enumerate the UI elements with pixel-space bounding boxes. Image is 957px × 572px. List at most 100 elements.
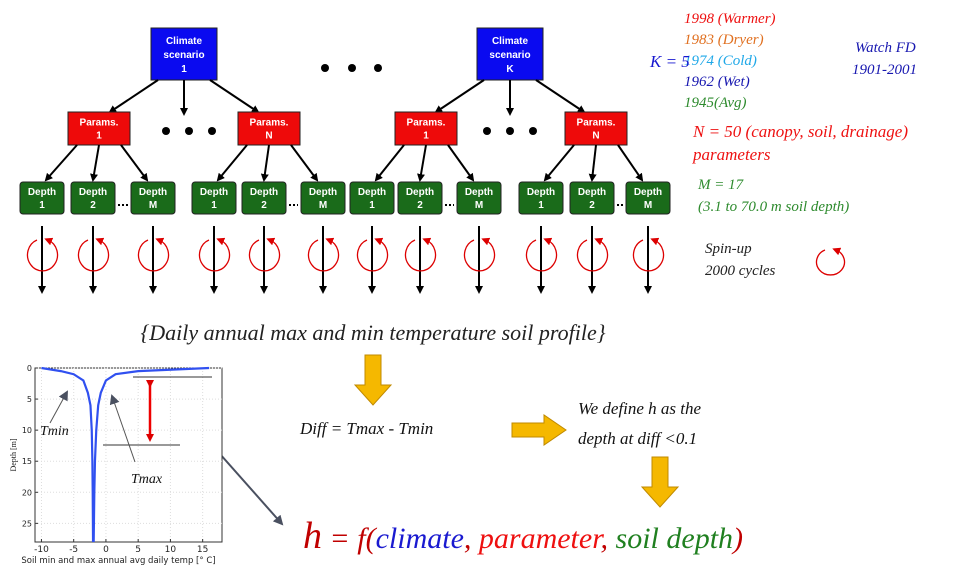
- box-label: Depth: [527, 187, 555, 198]
- box-label: M: [149, 200, 157, 211]
- box: [394, 111, 458, 146]
- curve-label: Tmax: [131, 472, 163, 487]
- arrow: [216, 144, 248, 182]
- arrow-down: [640, 456, 680, 508]
- formula-part: ,: [464, 522, 479, 555]
- y-tick-label: 0: [27, 364, 32, 373]
- formula-part: ,: [601, 522, 616, 555]
- box-label: Depth: [358, 187, 386, 198]
- box-label: 1: [538, 200, 544, 211]
- box-label: Depth: [634, 187, 662, 198]
- y-tick-label: 10: [22, 426, 32, 435]
- x-tick-label: 15: [197, 545, 208, 555]
- box-label: 1: [39, 200, 45, 211]
- spin-loop: [137, 237, 170, 272]
- formula-part: parameter: [477, 522, 604, 555]
- box: [237, 111, 301, 146]
- box-label: Depth: [578, 187, 606, 198]
- arrow: [434, 79, 485, 114]
- box-label: Depth: [309, 187, 337, 198]
- box-label: 1: [211, 200, 217, 211]
- box: [19, 181, 65, 215]
- caption: {Daily annual max and min temperature so…: [140, 320, 605, 345]
- box-label: Params.: [577, 118, 616, 129]
- box-label: Depth: [250, 187, 278, 198]
- box-label: Depth: [200, 187, 228, 198]
- box-label: Climate: [166, 36, 203, 47]
- box-label: Depth: [406, 187, 434, 198]
- box: [191, 181, 237, 215]
- arrow-right: [511, 414, 567, 446]
- arrow: [588, 144, 597, 182]
- box-label: 1: [423, 131, 429, 142]
- formula-part: soil depth: [616, 522, 734, 555]
- formula-part: h: [303, 515, 322, 557]
- box: [625, 181, 671, 215]
- profile-curve: [41, 366, 95, 543]
- arrow: [374, 144, 405, 182]
- spin-loop: [356, 237, 389, 272]
- box-label: N: [265, 131, 272, 142]
- arrow: [617, 144, 644, 182]
- arrow: [209, 79, 260, 114]
- arrow: [260, 144, 270, 182]
- annotations: 1998 (Warmer) 1983 (Dryer) 1974 (Cold) 1962…: [649, 11, 917, 279]
- box-label: Depth: [465, 187, 493, 198]
- box-label: Depth: [139, 187, 167, 198]
- box-label: K: [506, 64, 514, 75]
- arrow: [90, 144, 100, 182]
- curve-label: Tmin: [40, 424, 69, 439]
- spinup-label: 2000 cycles: [705, 263, 776, 279]
- year-label: 1983 (Dryer): [684, 32, 764, 48]
- box: [397, 181, 443, 215]
- box: [456, 181, 502, 215]
- k-label: K = 5: [649, 52, 690, 71]
- n-label: parameters: [692, 145, 771, 164]
- box-label: 2: [589, 200, 595, 211]
- x-tick-label: -10: [34, 545, 49, 555]
- plot-frame: [34, 367, 223, 543]
- box-label: N: [592, 131, 599, 142]
- box-label: Depth: [79, 187, 107, 198]
- spin-loop: [576, 237, 609, 272]
- box-label: M: [475, 200, 483, 211]
- spinup-label: Spin-up: [705, 241, 752, 257]
- box-label: 2: [90, 200, 96, 211]
- x-tick-label: 5: [135, 545, 141, 555]
- define-text: depth at diff <0.1: [578, 429, 697, 448]
- n-label: N = 50 (canopy, soil, drainage): [692, 122, 908, 141]
- diff-text: Diff = Tmax - Tmin: [299, 419, 433, 438]
- spin-loop: [307, 237, 340, 272]
- box-label: 2: [261, 200, 267, 211]
- box-label: Params.: [407, 118, 446, 129]
- year-label: 1945(Avg): [684, 95, 746, 111]
- spin-loop: [404, 237, 437, 272]
- spin-loop: [463, 237, 496, 272]
- box-label: 1: [181, 64, 187, 75]
- label-pointer: [49, 390, 68, 424]
- box: [67, 111, 131, 146]
- spin-loop: [77, 237, 110, 272]
- spin-loop: [632, 237, 665, 272]
- arrow: [44, 144, 78, 182]
- box-label: 1: [96, 131, 102, 142]
- y-tick-label: 20: [22, 488, 32, 497]
- formula-part: climate: [376, 522, 464, 555]
- profile-curve: [92, 366, 210, 543]
- y-tick-label: 15: [22, 457, 32, 466]
- spin-loop: [248, 237, 281, 272]
- box: [349, 181, 395, 215]
- y-axis-label: Depth [m]: [9, 438, 18, 471]
- box-label: scenario: [163, 50, 204, 61]
- box-label: M: [644, 200, 652, 211]
- box-label: Climate: [492, 36, 529, 47]
- y-tick-label: 5: [27, 395, 32, 404]
- formula-part: ): [731, 522, 743, 555]
- box-label: Params.: [80, 118, 119, 129]
- year-label: 1998 (Warmer): [684, 11, 776, 27]
- arrow: [543, 144, 575, 182]
- box: [518, 181, 564, 215]
- box: [300, 181, 346, 215]
- arrow: [120, 144, 149, 182]
